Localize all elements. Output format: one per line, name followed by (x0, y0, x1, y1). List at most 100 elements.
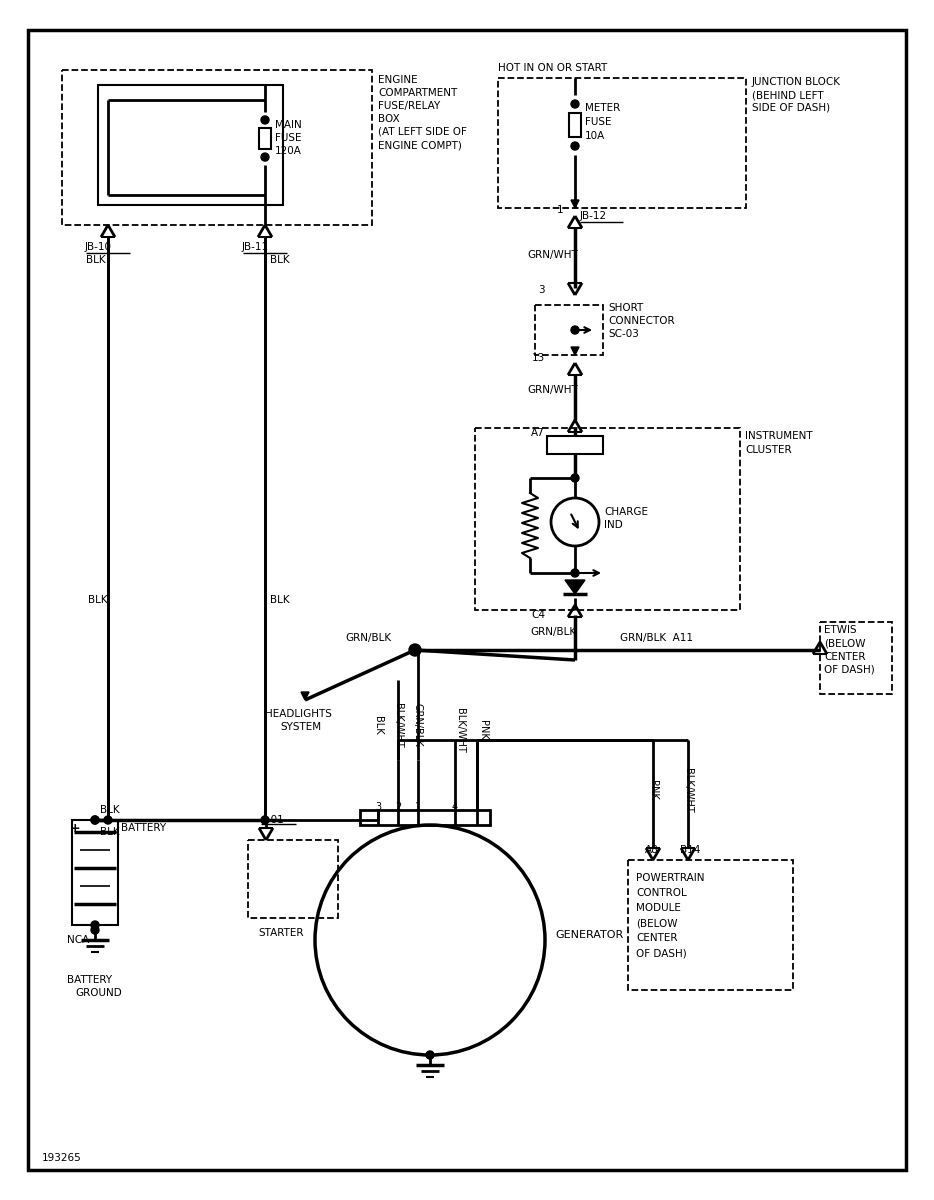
Circle shape (104, 816, 112, 824)
Circle shape (409, 644, 421, 656)
Text: JB-11: JB-11 (241, 242, 269, 252)
Bar (628, 860, 793, 990)
Text: (BEHIND LEFT: (BEHIND LEFT (752, 90, 824, 100)
Text: BLK: BLK (270, 595, 290, 605)
Text: FUSE: FUSE (585, 116, 612, 127)
Text: B14: B14 (680, 845, 700, 854)
Text: STARTER: STARTER (258, 928, 304, 938)
Text: 1: 1 (415, 802, 421, 812)
Text: JB-10: JB-10 (84, 242, 111, 252)
Bar (498, 78, 746, 208)
Text: ETWIS: ETWIS (824, 625, 856, 635)
Text: CENTER: CENTER (824, 652, 866, 662)
Text: ENGINE COMPT): ENGINE COMPT) (378, 140, 462, 150)
Text: ENGINE: ENGINE (378, 74, 417, 85)
Text: BLK/WHT: BLK/WHT (455, 708, 465, 752)
Text: OF DASH): OF DASH) (824, 665, 875, 674)
Text: 193265: 193265 (42, 1153, 82, 1163)
Circle shape (261, 816, 269, 824)
Circle shape (571, 326, 579, 334)
Text: BLK: BLK (86, 254, 106, 265)
Bar (547, 436, 603, 454)
Text: HEADLIGHTS: HEADLIGHTS (265, 709, 332, 719)
Text: CENTER: CENTER (636, 934, 677, 943)
Text: C4: C4 (531, 610, 545, 620)
Text: 120A: 120A (275, 146, 302, 156)
Text: SC-03: SC-03 (608, 329, 639, 338)
Text: BLK: BLK (270, 254, 290, 265)
Text: CONNECTOR: CONNECTOR (608, 316, 674, 326)
Text: 1: 1 (557, 205, 563, 215)
Text: GROUND: GROUND (75, 988, 121, 998)
Text: BOX: BOX (378, 114, 400, 124)
Text: (BELOW: (BELOW (636, 918, 677, 928)
Text: COMPARTMENT: COMPARTMENT (378, 88, 458, 98)
Text: FUSE: FUSE (275, 133, 302, 143)
Text: BLK: BLK (100, 805, 120, 815)
Polygon shape (571, 347, 579, 355)
Text: GRN/BLK  A11: GRN/BLK A11 (620, 634, 693, 643)
Text: (BELOW: (BELOW (824, 638, 866, 649)
Text: PNK: PNK (478, 720, 488, 740)
Bar (569, 113, 581, 137)
Text: OF DASH): OF DASH) (636, 948, 686, 958)
Polygon shape (301, 692, 309, 700)
Bar (360, 810, 490, 826)
Text: BATTERY: BATTERY (67, 974, 112, 985)
Text: JB-12: JB-12 (580, 211, 607, 221)
Text: MODULE: MODULE (636, 902, 681, 913)
Text: CHARGE: CHARGE (604, 506, 648, 517)
Circle shape (91, 816, 99, 824)
Text: 3: 3 (538, 284, 545, 295)
Bar (535, 305, 603, 355)
Circle shape (426, 1051, 434, 1058)
Circle shape (571, 569, 579, 577)
Text: INSTRUMENT: INSTRUMENT (745, 431, 813, 440)
Text: POWERTRAIN: POWERTRAIN (636, 874, 704, 883)
Text: +: + (70, 822, 80, 834)
Polygon shape (565, 580, 585, 594)
Circle shape (91, 926, 99, 934)
Text: BLK/WHT: BLK/WHT (683, 768, 693, 812)
Text: IND: IND (604, 520, 623, 530)
Text: NCA: NCA (67, 935, 90, 946)
Text: FUSE/RELAY: FUSE/RELAY (378, 101, 440, 110)
Circle shape (571, 142, 579, 150)
Text: BLK: BLK (373, 715, 383, 734)
Text: 4: 4 (452, 802, 458, 812)
Circle shape (261, 154, 269, 161)
Text: METER: METER (585, 103, 620, 113)
Text: BLK: BLK (100, 827, 120, 838)
Text: BLK/WHT: BLK/WHT (393, 703, 403, 748)
Text: A-01: A-01 (261, 815, 285, 826)
Polygon shape (571, 200, 579, 208)
Text: CONTROL: CONTROL (636, 888, 686, 898)
Circle shape (91, 922, 99, 929)
Bar (820, 622, 892, 694)
Text: GRN/WHT: GRN/WHT (527, 385, 578, 395)
Text: (AT LEFT SIDE OF: (AT LEFT SIDE OF (378, 127, 467, 137)
Text: GRN/BLK: GRN/BLK (413, 703, 423, 746)
Text: 10A: 10A (585, 131, 605, 140)
Bar (72, 820, 118, 925)
Text: A7: A7 (531, 428, 545, 438)
Text: GRN/BLK: GRN/BLK (345, 634, 391, 643)
Text: MAIN: MAIN (275, 120, 302, 130)
Text: CLUSTER: CLUSTER (745, 445, 792, 455)
Text: BLK: BLK (88, 595, 107, 605)
Bar (248, 840, 338, 918)
Circle shape (571, 100, 579, 108)
Text: JUNCTION BLOCK: JUNCTION BLOCK (752, 77, 841, 86)
Bar (62, 70, 372, 226)
Text: BATTERY: BATTERY (121, 823, 166, 833)
Text: HOT IN ON OR START: HOT IN ON OR START (498, 62, 607, 73)
Text: SHORT: SHORT (608, 302, 644, 313)
Bar (475, 428, 740, 610)
Circle shape (261, 116, 269, 124)
Text: GRN/WHT: GRN/WHT (527, 250, 578, 260)
Text: SIDE OF DASH): SIDE OF DASH) (752, 103, 830, 113)
Bar (98, 85, 283, 205)
Text: A8: A8 (645, 845, 658, 854)
Text: 2: 2 (395, 802, 402, 812)
Text: GENERATOR: GENERATOR (555, 930, 623, 940)
